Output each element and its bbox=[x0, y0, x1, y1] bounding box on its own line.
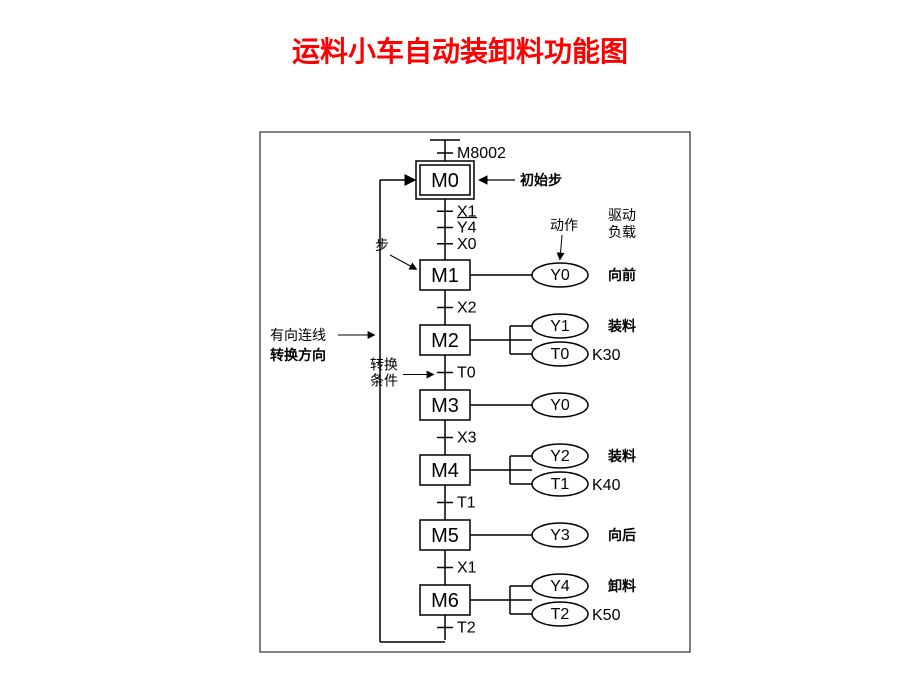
step-label: M0 bbox=[431, 170, 459, 192]
annotation-step: 步 bbox=[375, 237, 389, 253]
coil-label: Y0 bbox=[550, 397, 570, 414]
annotation-trans-cond-1: 转换 bbox=[370, 357, 398, 373]
step-label: M3 bbox=[431, 395, 459, 417]
annotation-trans-cond-2: 条件 bbox=[370, 373, 398, 389]
coil-label: T2 bbox=[551, 606, 570, 623]
coil-label: T1 bbox=[551, 476, 570, 493]
transition-label: T1 bbox=[457, 495, 476, 512]
coil-note: 向后 bbox=[608, 527, 636, 543]
step-label: M5 bbox=[431, 525, 459, 547]
transition-label: X0 bbox=[457, 236, 477, 253]
step-label: M4 bbox=[431, 460, 459, 482]
annotation-load: 负载 bbox=[608, 224, 636, 240]
transition-label: X3 bbox=[457, 430, 477, 447]
coil-label: Y2 bbox=[550, 448, 570, 465]
coil-note: 装料 bbox=[607, 318, 636, 334]
transition-label: T2 bbox=[457, 620, 476, 637]
annotation-action: 动作 bbox=[550, 217, 578, 233]
coil-label: T0 bbox=[551, 346, 570, 363]
coil-note: 卸料 bbox=[608, 578, 636, 594]
transition-label: X1 bbox=[457, 560, 477, 577]
step-label: M6 bbox=[431, 590, 459, 612]
coil-note: 装料 bbox=[607, 448, 636, 464]
k-value: K30 bbox=[592, 347, 621, 364]
annotation-transfer-direction: 转换方向 bbox=[270, 347, 326, 363]
annotation-drive: 驱动 bbox=[608, 207, 636, 223]
coil-label: Y4 bbox=[550, 578, 570, 595]
transition-label: T0 bbox=[457, 365, 476, 382]
coil-label: Y1 bbox=[550, 318, 570, 335]
sfc-diagram: M8002M0X1Y4X0M1Y0向前X2M2Y1装料T0K30T0M3Y0X3… bbox=[0, 0, 920, 690]
transition-label: X2 bbox=[457, 300, 477, 317]
coil-note: 向前 bbox=[608, 267, 636, 283]
annotation-initial-step: 初始步 bbox=[520, 172, 562, 188]
k-value: K40 bbox=[592, 477, 621, 494]
annotation-directed-line: 有向连线 bbox=[270, 327, 326, 343]
step-label: M1 bbox=[431, 265, 459, 287]
step-label: M2 bbox=[431, 330, 459, 352]
transition-label: Y4 bbox=[457, 220, 477, 237]
coil-label: Y3 bbox=[550, 527, 570, 544]
k-value: K50 bbox=[592, 607, 621, 624]
coil-label: Y0 bbox=[550, 267, 570, 284]
initial-relay: M8002 bbox=[457, 145, 506, 162]
